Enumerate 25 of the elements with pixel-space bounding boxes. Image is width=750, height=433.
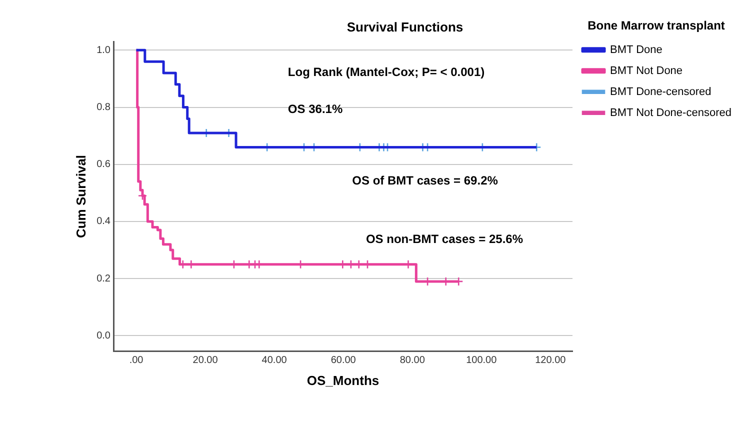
x-tick-label: 20.00 [192,355,218,366]
y-tick-label: 1.0 [96,44,111,56]
y-tick-label: 0.2 [96,273,111,284]
y-tick-label: 0.0 [96,330,111,342]
chart-title: Survival Functions [346,19,464,34]
legend-title: Bone Marrow transplant [588,18,725,32]
legend-label: BMT Not Done-censored [610,106,732,119]
legend-label: BMT Not Done [610,64,683,77]
x-tick-label: 60.00 [330,355,356,366]
annotation: Log Rank (Mantel-Cox; P= < 0.001) [288,64,485,79]
legend-label: BMT Done-censored [610,86,712,98]
x-tick-label: .00 [129,355,144,366]
annotation: OS non-BMT cases = 25.6% [366,232,524,246]
y-tick-label: 0.8 [96,102,111,114]
x-tick-label: 120.00 [535,355,566,366]
x-tick-label: 40.00 [262,355,288,366]
legend-label: BMT Done [610,44,662,56]
annotation: OS of BMT cases = 69.2% [352,173,498,188]
x-axis-title: OS_Months [306,372,380,388]
x-tick-label: 80.00 [400,355,426,366]
annotation: OS 36.1% [288,102,343,116]
x-tick-label: 100.00 [466,355,498,366]
y-tick-label: 0.4 [96,216,111,228]
y-axis-title: Cum Survival [73,154,88,238]
y-tick-label: 0.6 [96,159,111,170]
